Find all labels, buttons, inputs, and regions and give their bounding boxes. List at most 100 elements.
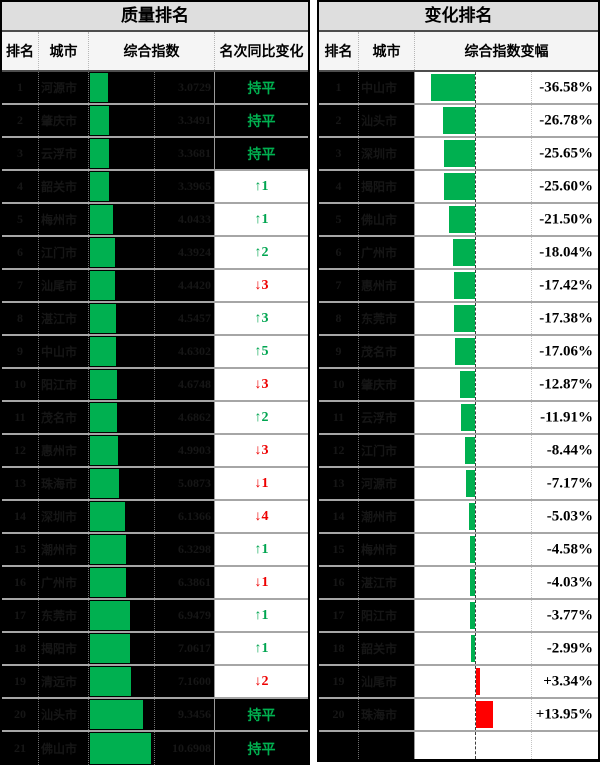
rank-change-cell: 持平 — [214, 105, 308, 136]
rank-cell: 14 — [2, 501, 38, 532]
change-bar — [444, 140, 475, 167]
quality-ranking-table: 质量排名 排名 城市 综合指数 名次同比变化 1 河源市 3.0729 持平 2 肇庆市 3… — [0, 0, 310, 765]
header-rank: 排名 — [6, 45, 34, 60]
change-table-row: 13 河源市 -7.17% — [319, 468, 598, 501]
city-cell: 珠海市 — [358, 699, 414, 730]
change-bar-area: +3.34% — [414, 666, 598, 697]
change-bar — [460, 371, 475, 398]
rank-cell: 19 — [2, 666, 38, 697]
index-bar — [90, 469, 119, 498]
rank-cell: 15 — [2, 534, 38, 565]
gridline — [531, 72, 532, 103]
change-table-row: 8 东莞市 -17.38% — [319, 303, 598, 336]
rank-cell: 12 — [2, 435, 38, 466]
rank-change-cell: ↑1 — [214, 534, 308, 565]
change-bar-area: -26.78% — [414, 105, 598, 136]
change-table-row: 5 佛山市 -21.50% — [319, 204, 598, 237]
rank-cell: 12 — [319, 435, 358, 466]
quality-table-row: 16 广州市 6.3861 ↓1 — [2, 567, 308, 600]
index-bar — [90, 667, 131, 696]
change-table-row: 2 汕头市 -26.78% — [319, 105, 598, 138]
city-cell: 深圳市 — [358, 138, 414, 169]
city-cell: 汕头市 — [38, 699, 88, 730]
zero-axis — [475, 336, 476, 367]
change-value: -25.65% — [539, 145, 593, 161]
rank-cell — [319, 732, 358, 759]
change-bar-area: -5.03% — [414, 501, 598, 532]
index-bar-cell — [88, 633, 154, 664]
change-bar — [461, 404, 475, 431]
rank-change-cell: ↑1 — [214, 600, 308, 631]
rank-cell: 15 — [319, 534, 358, 565]
change-value: -18.04% — [539, 244, 593, 260]
city-cell: 揭阳市 — [358, 171, 414, 202]
zero-axis — [475, 699, 476, 730]
change-bar — [453, 239, 475, 266]
rank-cell: 3 — [2, 138, 38, 169]
change-bar — [465, 437, 475, 464]
gridline — [531, 138, 532, 169]
index-bar-cell — [88, 402, 154, 433]
change-value: -17.06% — [539, 343, 593, 359]
change-value: -3.77% — [546, 607, 593, 623]
change-bar — [431, 74, 475, 101]
rank-change-cell: 持平 — [214, 138, 308, 169]
index-value-cell: 3.3491 — [154, 105, 214, 136]
change-table-row: 20 珠海市 +13.95% — [319, 699, 598, 732]
rank-change-cell: ↓4 — [214, 501, 308, 532]
change-bar-area: -7.17% — [414, 468, 598, 499]
index-bar — [90, 205, 113, 234]
zero-axis — [475, 534, 476, 565]
rank-cell: 16 — [319, 567, 358, 598]
change-bar-area: +13.95% — [414, 699, 598, 730]
city-cell: 肇庆市 — [358, 369, 414, 400]
rank-cell: 6 — [2, 237, 38, 268]
rank-change-cell: ↓3 — [214, 435, 308, 466]
rank-cell: 7 — [319, 270, 358, 301]
rank-cell: 10 — [319, 369, 358, 400]
city-cell: 湛江市 — [38, 303, 88, 334]
city-cell: 汕尾市 — [38, 270, 88, 301]
change-bar-area: -4.03% — [414, 567, 598, 598]
change-value: -17.42% — [539, 277, 593, 293]
index-bar-cell — [88, 72, 154, 103]
gridline — [531, 633, 532, 664]
change-bar — [476, 701, 493, 728]
change-value: -12.87% — [539, 376, 593, 392]
rank-cell: 20 — [319, 699, 358, 730]
rank-change-cell: 持平 — [214, 732, 308, 765]
city-cell: 湛江市 — [358, 567, 414, 598]
change-value: +3.34% — [543, 673, 593, 689]
city-cell: 东莞市 — [38, 600, 88, 631]
index-bar-cell — [88, 732, 154, 765]
gridline — [531, 303, 532, 334]
city-cell: 云浮市 — [358, 402, 414, 433]
zero-axis — [475, 501, 476, 532]
zero-axis — [475, 303, 476, 334]
rank-cell: 18 — [2, 633, 38, 664]
rank-cell: 21 — [2, 732, 38, 765]
change-bar — [470, 602, 475, 629]
change-bar-area: -25.60% — [414, 171, 598, 202]
quality-table-row: 14 深圳市 6.1366 ↓4 — [2, 501, 308, 534]
gridline — [531, 666, 532, 697]
zero-axis — [475, 600, 476, 631]
city-cell: 阳江市 — [38, 369, 88, 400]
change-bar — [455, 338, 475, 365]
change-bar-area: -2.99% — [414, 633, 598, 664]
index-bar — [90, 502, 125, 531]
quality-table-row: 9 中山市 4.6302 ↑5 — [2, 336, 308, 369]
rank-cell: 9 — [2, 336, 38, 367]
rank-change-cell: ↓2 — [214, 666, 308, 697]
city-cell: 茂名市 — [358, 336, 414, 367]
header-delta: 综合指数变幅 — [414, 32, 598, 70]
quality-table-header: 排名 城市 综合指数 名次同比变化 — [2, 32, 308, 72]
rank-change-cell: ↓3 — [214, 369, 308, 400]
city-cell: 揭阳市 — [38, 633, 88, 664]
city-cell: 河源市 — [358, 468, 414, 499]
city-cell: 惠州市 — [358, 270, 414, 301]
index-value-cell: 7.0617 — [154, 633, 214, 664]
gridline — [531, 204, 532, 235]
rank-change-cell: ↑1 — [214, 171, 308, 202]
index-value-cell: 4.3924 — [154, 237, 214, 268]
